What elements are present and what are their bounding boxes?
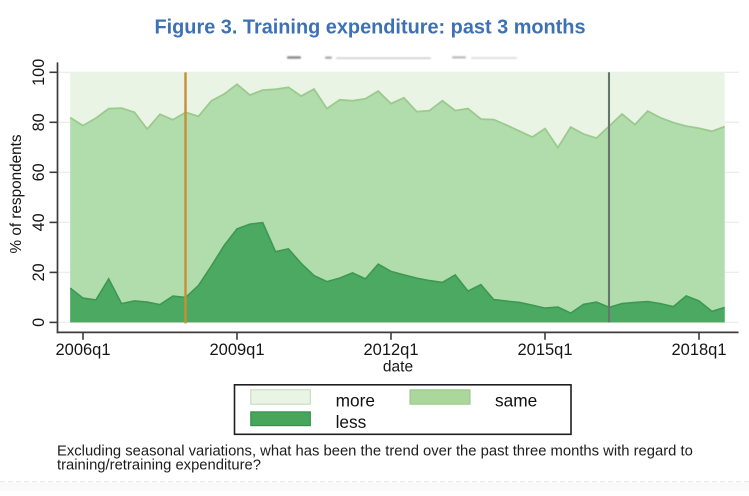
svg-text:0: 0 [30,318,48,327]
svg-text:same: same [495,391,537,411]
svg-text:Figure 3. Training expenditure: Figure 3. Training expenditure: past 3 m… [154,17,585,39]
svg-text:2009q1: 2009q1 [209,341,264,359]
svg-text:2015q1: 2015q1 [517,341,572,359]
svg-text:2018q1: 2018q1 [671,341,726,359]
svg-text:40: 40 [30,213,48,231]
svg-text:date: date [383,359,413,376]
svg-text:100: 100 [30,59,48,86]
svg-text:Excluding seasonal variations,: Excluding seasonal variations, what has … [57,444,693,460]
svg-text:more: more [336,391,375,411]
svg-text:less: less [336,412,367,432]
svg-text:20: 20 [30,263,48,281]
svg-text:% of respondents: % of respondents [8,134,25,253]
svg-text:80: 80 [30,113,48,131]
svg-text:2012q1: 2012q1 [363,341,418,359]
svg-text:2006q1: 2006q1 [55,341,110,359]
svg-text:60: 60 [30,163,48,181]
svg-text:training/retraining expenditur: training/retraining expenditure? [57,457,261,473]
